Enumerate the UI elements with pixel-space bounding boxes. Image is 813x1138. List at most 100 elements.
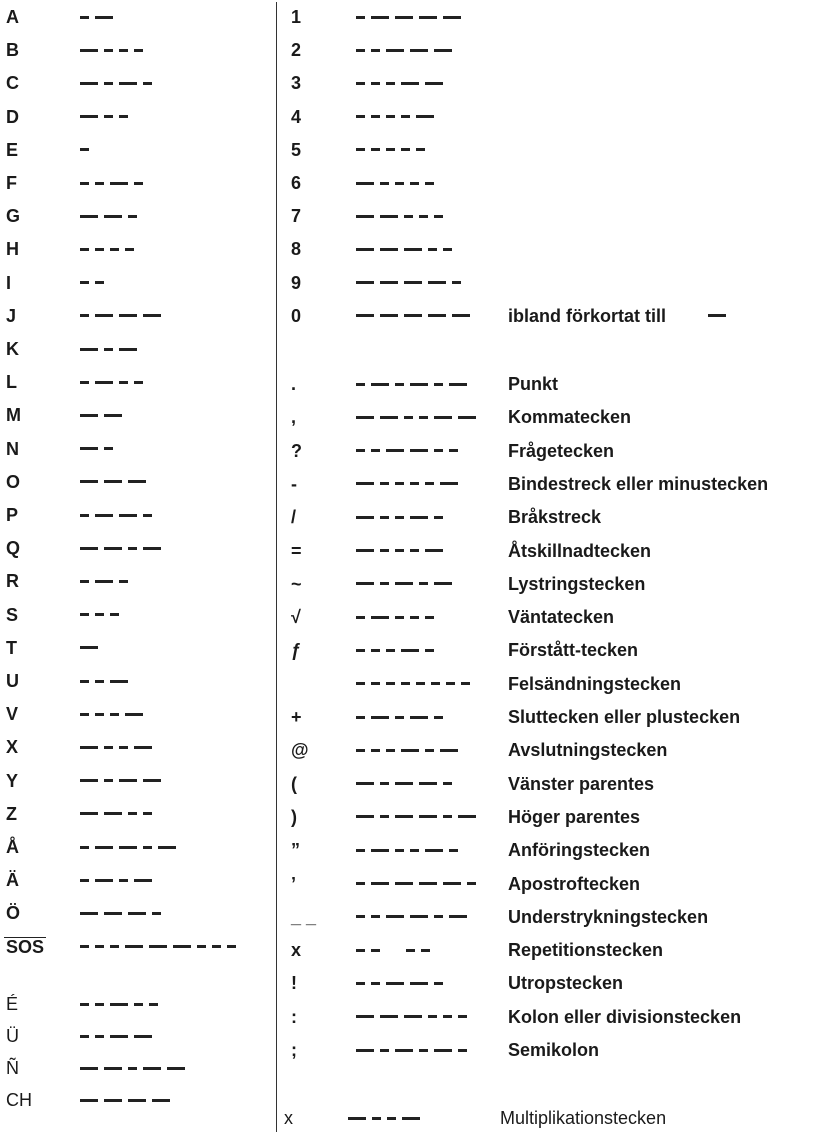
morse-dot [95, 712, 104, 716]
symbol-label: Kolon eller divisionstecken [508, 1006, 742, 1027]
morse-dash [386, 449, 404, 453]
morse-dot [395, 848, 404, 852]
morse-dot [428, 247, 437, 251]
symbol-char: ; [291, 1040, 297, 1060]
morse-dot [119, 115, 128, 119]
morse-dot [395, 549, 404, 552]
morse-dash [80, 214, 98, 218]
morse-dash [125, 712, 143, 716]
morse-dash [110, 1034, 128, 1038]
morse-dot [128, 812, 137, 816]
morse-dot [95, 945, 104, 949]
letter-code [80, 267, 110, 299]
morse-dash [425, 81, 443, 85]
morse-dot [371, 915, 380, 919]
morse-dot [104, 115, 113, 119]
morse-dash [708, 314, 726, 318]
morse-dash [425, 848, 443, 852]
letter-char: Y [6, 770, 19, 791]
morse-dash [410, 981, 428, 985]
morse-dash [356, 482, 374, 486]
symbol-code [356, 1001, 473, 1033]
morse-dot [401, 148, 410, 152]
symbol-label: Punkt [508, 374, 559, 394]
morse-dash [80, 447, 98, 451]
morse-dot [371, 748, 380, 752]
letter-char: F [6, 173, 17, 193]
morse-dash [104, 214, 122, 218]
morse-dot [458, 1048, 467, 1052]
morse-dash [356, 281, 374, 285]
extra-letter-char: Ü [6, 1026, 19, 1046]
morse-dash [386, 915, 404, 919]
extra-letter-code [80, 988, 164, 1020]
morse-dot [443, 1015, 452, 1019]
morse-dot [371, 948, 380, 952]
morse-dot [134, 380, 143, 384]
morse-dot [371, 48, 380, 52]
morse-dot [434, 449, 443, 453]
morse-dash [395, 882, 413, 885]
morse-dot [80, 845, 89, 849]
letter-code [80, 864, 158, 896]
morse-dot [452, 281, 461, 285]
morse-dash [80, 81, 98, 85]
morse-dot [80, 613, 89, 617]
morse-dot [95, 247, 104, 251]
morse-dot [371, 682, 380, 686]
morse-dot [434, 382, 443, 386]
morse-dash [119, 845, 137, 849]
morse-dash [356, 247, 374, 251]
morse-dot [395, 615, 404, 619]
morse-dash [404, 1015, 422, 1019]
symbol-char: _ _ [291, 906, 317, 927]
letter-char: D [6, 106, 19, 127]
morse-dash [356, 815, 374, 819]
digit-char: 6 [291, 173, 302, 193]
symbol-char: / [291, 507, 297, 528]
symbol-label: Lystringstecken [508, 573, 646, 594]
footer-symbol-label: Multiplikationstecken [500, 1108, 667, 1128]
morse-dash [104, 911, 122, 915]
morse-dash [104, 480, 122, 484]
morse-dash [440, 748, 458, 752]
morse-dash [149, 945, 167, 949]
digit-code [356, 233, 458, 265]
morse-dot [110, 712, 119, 716]
morse-dot [104, 745, 113, 749]
morse-dot [125, 247, 134, 251]
morse-dash [380, 214, 398, 218]
morse-dot [128, 1066, 137, 1070]
morse-dot [110, 613, 119, 617]
morse-dot [425, 482, 434, 486]
symbol-label: Bråkstreck [508, 507, 602, 528]
morse-dot [143, 81, 152, 85]
morse-dot [95, 281, 104, 285]
morse-dot [104, 48, 113, 52]
morse-dot [104, 347, 113, 351]
morse-dash [410, 915, 428, 919]
morse-dash [158, 845, 176, 849]
symbol-label: Anföringstecken [508, 840, 651, 861]
letter-code [80, 167, 149, 199]
morse-dot [372, 1116, 381, 1120]
morse-dash [419, 15, 437, 19]
morse-dash [440, 482, 458, 486]
extra-letter-code [80, 1052, 191, 1084]
morse-dot [119, 579, 128, 583]
morse-dot [380, 782, 389, 786]
morse-dash [80, 911, 98, 915]
morse-dot [371, 81, 380, 85]
letter-code [80, 134, 95, 166]
morse-dash [80, 413, 98, 417]
symbol-char: + [291, 707, 302, 727]
morse-dash [371, 382, 389, 386]
morse-dot [356, 915, 365, 919]
morse-dash [428, 281, 446, 285]
footer-symbol-code [348, 1102, 426, 1134]
digit-char: 9 [291, 272, 302, 293]
morse-dot [386, 682, 395, 686]
letter-code [80, 665, 134, 697]
morse-dash [434, 415, 452, 419]
symbol-label: Utropstecken [508, 973, 624, 994]
